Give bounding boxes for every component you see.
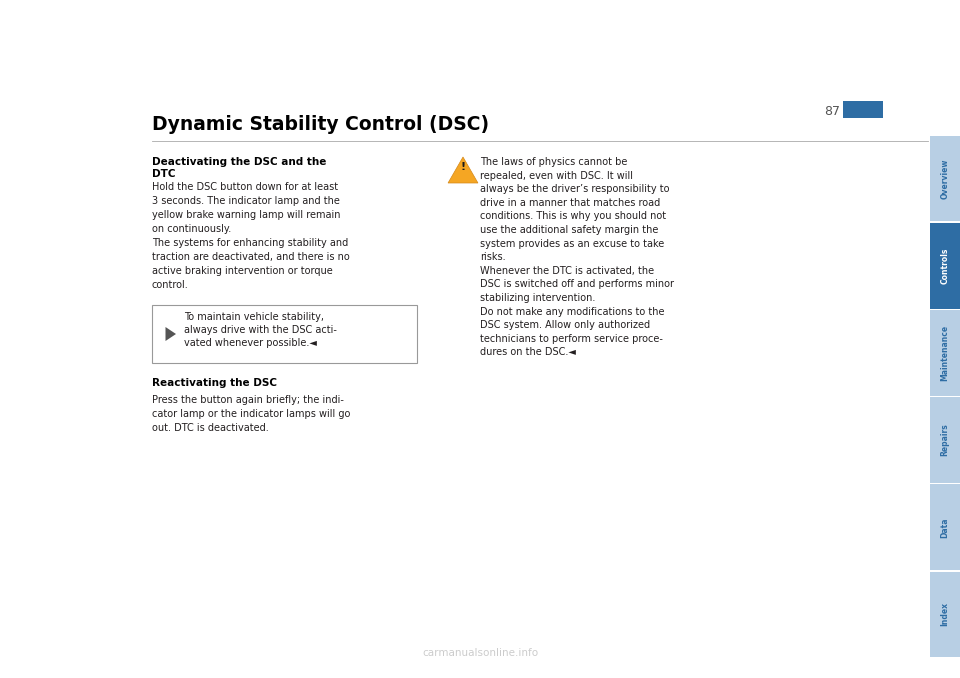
Text: Dynamic Stability Control (DSC): Dynamic Stability Control (DSC)	[152, 115, 490, 134]
Text: Deactivating the DSC and the
DTC: Deactivating the DSC and the DTC	[152, 157, 326, 180]
Text: To maintain vehicle stability,
always drive with the DSC acti-
vated whenever po: To maintain vehicle stability, always dr…	[184, 312, 337, 348]
Text: Hold the DSC button down for at least
3 seconds. The indicator lamp and the
yell: Hold the DSC button down for at least 3 …	[152, 182, 349, 290]
Text: Repairs: Repairs	[941, 424, 949, 456]
Text: carmanualsonline.info: carmanualsonline.info	[422, 648, 538, 658]
Bar	[930, 310, 960, 396]
Text: Reactivating the DSC: Reactivating the DSC	[152, 378, 277, 388]
Polygon shape	[448, 157, 478, 183]
Text: Overview: Overview	[941, 159, 949, 199]
Bar	[843, 101, 883, 118]
Text: Index: Index	[941, 603, 949, 626]
Text: Maintenance: Maintenance	[941, 325, 949, 381]
Bar	[930, 136, 960, 222]
Bar	[152, 305, 417, 363]
Text: Data: Data	[941, 517, 949, 538]
Bar	[930, 397, 960, 483]
Polygon shape	[165, 327, 176, 341]
Text: Controls: Controls	[941, 247, 949, 284]
Bar	[930, 484, 960, 570]
Text: 87: 87	[824, 105, 840, 118]
Text: !: !	[461, 162, 466, 172]
Text: The laws of physics cannot be
repealed, even with DSC. It will
always be the dri: The laws of physics cannot be repealed, …	[480, 157, 674, 357]
Bar	[930, 223, 960, 308]
Bar	[930, 572, 960, 657]
Text: Press the button again briefly; the indi-
cator lamp or the indicator lamps will: Press the button again briefly; the indi…	[152, 395, 350, 433]
